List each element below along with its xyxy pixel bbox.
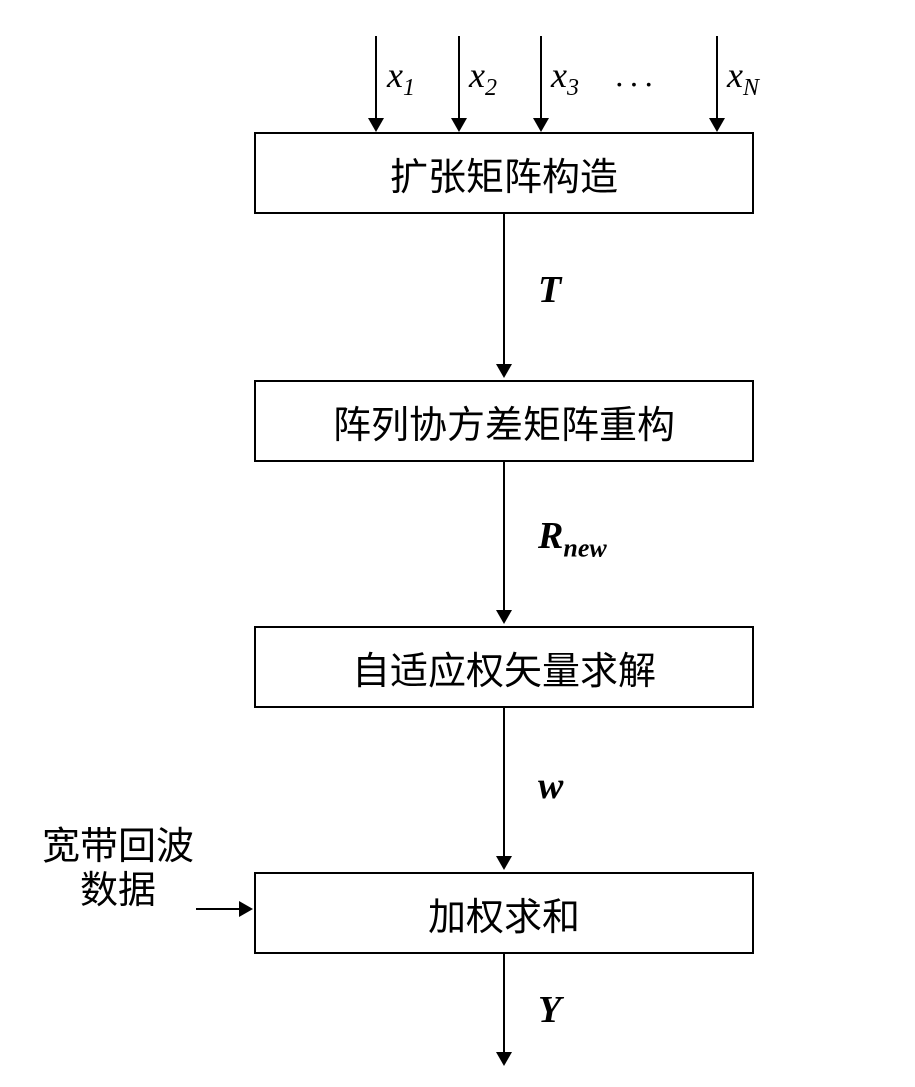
- input-label-x1: x1: [387, 54, 415, 102]
- input-label-x3: x3: [551, 54, 579, 102]
- flow-label-w: w: [538, 764, 563, 808]
- input-arrow-x1: [375, 36, 377, 122]
- box-expand-matrix: 扩张矩阵构造: [254, 132, 754, 214]
- flow-label-Rnew: Rnew: [538, 514, 607, 564]
- box-expand-matrix-label: 扩张矩阵构造: [390, 146, 618, 201]
- input-arrow-xN: [716, 36, 718, 122]
- side-text-broadband-echo: 宽带回波数据: [42, 826, 194, 913]
- flow-label-T: T: [538, 268, 561, 312]
- input-arrow-x3: [540, 36, 542, 122]
- box-covariance-reconstruct: 阵列协方差矩阵重构: [254, 380, 754, 462]
- input-label-xN: xN: [727, 54, 759, 102]
- input-ellipsis: ···: [614, 66, 658, 103]
- box-weighted-sum-label: 加权求和: [428, 886, 580, 941]
- box-adaptive-weight: 自适应权矢量求解: [254, 626, 754, 708]
- box-weighted-sum: 加权求和: [254, 872, 754, 954]
- input-label-x2: x2: [469, 54, 497, 102]
- flow-arrow-Rnew: [503, 462, 505, 614]
- flow-arrow-w: [503, 708, 505, 860]
- input-arrow-x2: [458, 36, 460, 122]
- side-arrow-broadband-echo: [196, 908, 243, 910]
- flow-arrow-T: [503, 214, 505, 368]
- box-covariance-reconstruct-label: 阵列协方差矩阵重构: [333, 394, 675, 449]
- flow-label-Y: Y: [538, 988, 561, 1032]
- flowchart-container: x1 x2 x3 ··· xN 扩张矩阵构造 T 阵列协方差矩阵重构 Rnew …: [0, 0, 915, 1087]
- box-adaptive-weight-label: 自适应权矢量求解: [352, 640, 656, 695]
- flow-arrow-Y: [503, 954, 505, 1056]
